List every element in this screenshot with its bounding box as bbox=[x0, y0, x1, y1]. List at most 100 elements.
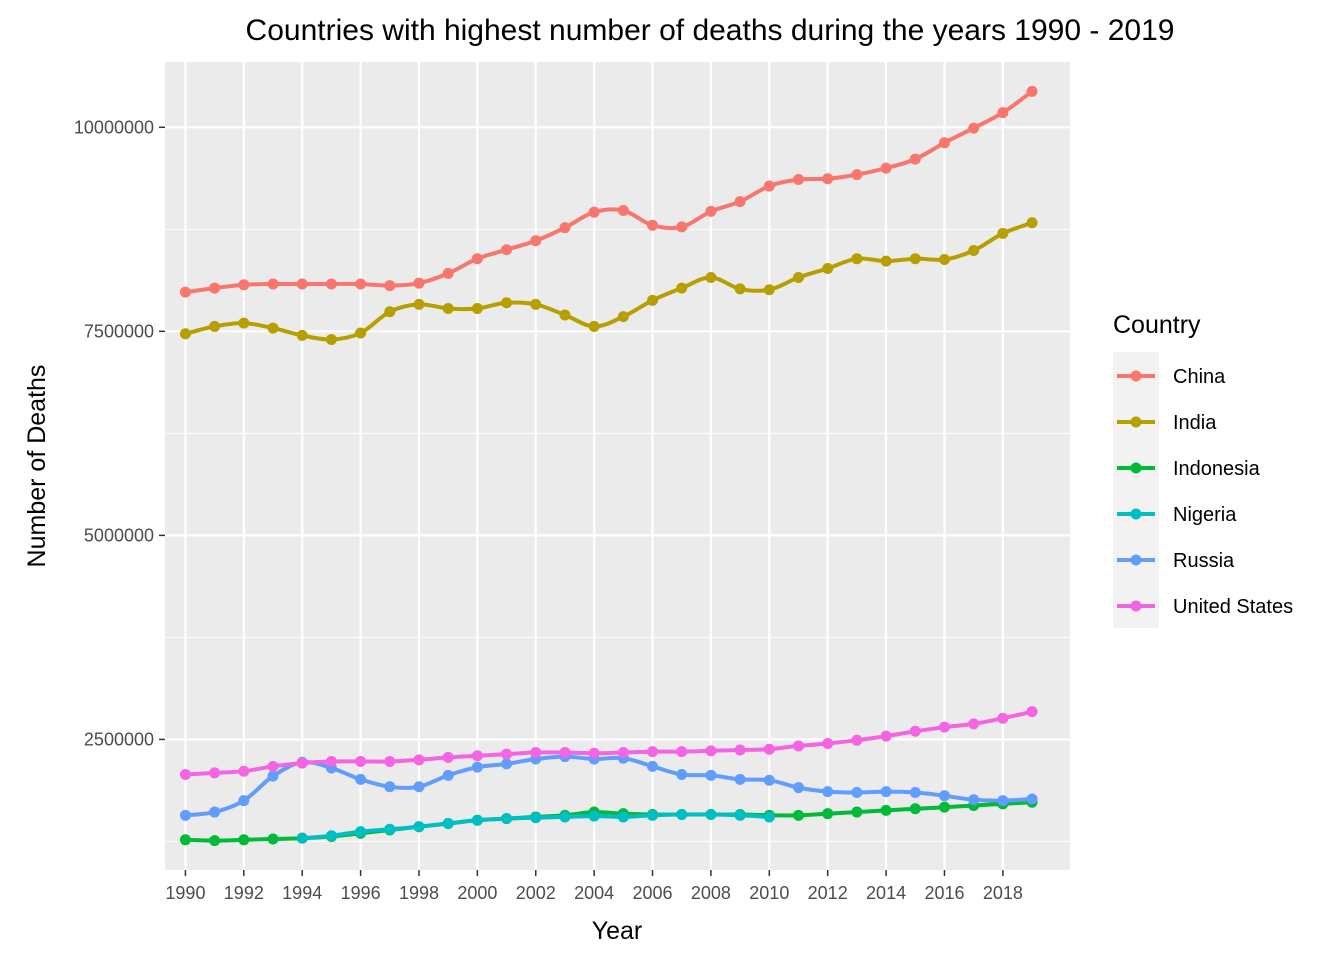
data-point-china bbox=[413, 277, 425, 289]
data-point-russia bbox=[909, 786, 921, 798]
data-point-united-states bbox=[179, 769, 191, 781]
data-point-china bbox=[209, 282, 221, 294]
legend-label: China bbox=[1173, 366, 1226, 388]
data-point-united-states bbox=[471, 750, 483, 762]
y-axis-title: Number of Deaths bbox=[23, 365, 51, 568]
data-point-russia bbox=[938, 790, 950, 802]
data-point-united-states bbox=[325, 755, 337, 767]
data-point-nigeria bbox=[501, 813, 513, 825]
legend-swatch-point bbox=[1130, 508, 1142, 520]
data-point-china bbox=[705, 205, 717, 217]
series-india bbox=[179, 217, 1038, 345]
data-point-china bbox=[763, 180, 775, 192]
data-point-india bbox=[325, 333, 337, 345]
grid-lines bbox=[165, 62, 1070, 870]
legend-items: China India Indonesia Nigeria Russia United S… bbox=[1117, 366, 1293, 618]
data-point-united-states bbox=[267, 760, 279, 772]
data-point-united-states bbox=[734, 744, 746, 756]
x-tick-label: 2006 bbox=[633, 883, 673, 903]
data-point-united-states bbox=[938, 721, 950, 733]
data-point-russia bbox=[267, 770, 279, 782]
data-point-russia bbox=[471, 761, 483, 773]
data-point-china bbox=[471, 253, 483, 265]
data-point-china bbox=[588, 206, 600, 218]
data-point-china bbox=[442, 267, 454, 279]
data-point-china bbox=[617, 205, 629, 217]
data-point-india bbox=[880, 255, 892, 267]
data-point-russia bbox=[647, 760, 659, 772]
data-point-russia bbox=[355, 773, 367, 785]
data-point-china bbox=[355, 278, 367, 290]
data-point-china bbox=[559, 222, 571, 234]
data-point-united-states bbox=[617, 746, 629, 758]
data-point-nigeria bbox=[763, 811, 775, 823]
data-point-united-states bbox=[880, 730, 892, 742]
data-point-nigeria bbox=[705, 809, 717, 821]
data-point-india bbox=[442, 302, 454, 314]
series-russia bbox=[179, 751, 1038, 821]
series-nigeria bbox=[296, 809, 775, 844]
x-tick-label: 2014 bbox=[866, 883, 906, 903]
data-point-china bbox=[938, 137, 950, 149]
data-point-india bbox=[209, 320, 221, 332]
data-point-united-states bbox=[559, 746, 571, 758]
data-point-russia bbox=[968, 794, 980, 806]
data-point-russia bbox=[997, 795, 1009, 807]
data-point-indonesia bbox=[793, 809, 804, 821]
data-point-russia bbox=[793, 782, 804, 794]
data-point-india bbox=[763, 284, 775, 296]
data-point-indonesia bbox=[938, 801, 950, 813]
data-point-united-states bbox=[705, 745, 717, 757]
series-united-states bbox=[179, 706, 1038, 781]
data-point-united-states bbox=[501, 748, 513, 760]
data-point-united-states bbox=[968, 718, 980, 730]
data-point-india bbox=[968, 245, 980, 257]
data-point-united-states bbox=[997, 712, 1009, 724]
data-point-india bbox=[413, 298, 425, 310]
x-tick-label: 2002 bbox=[516, 883, 556, 903]
x-tick-label: 2004 bbox=[574, 883, 614, 903]
data-point-united-states bbox=[588, 747, 600, 759]
legend-item-india: India bbox=[1117, 412, 1217, 434]
chart-title: Countries with highest number of deaths … bbox=[246, 14, 1175, 47]
data-point-russia bbox=[822, 786, 834, 798]
data-point-russia bbox=[676, 769, 688, 781]
data-point-indonesia bbox=[238, 834, 250, 846]
data-point-nigeria bbox=[442, 817, 454, 829]
data-point-united-states bbox=[209, 767, 221, 779]
data-point-united-states bbox=[822, 737, 834, 749]
data-point-india bbox=[355, 327, 367, 339]
data-point-russia bbox=[880, 786, 892, 798]
data-point-china bbox=[647, 219, 659, 231]
data-point-nigeria bbox=[384, 823, 396, 835]
data-point-indonesia bbox=[822, 808, 834, 820]
data-point-india bbox=[938, 254, 950, 266]
data-point-india bbox=[1026, 217, 1038, 229]
data-point-india bbox=[793, 271, 804, 283]
x-tick-label: 2008 bbox=[691, 883, 731, 903]
legend-label: Nigeria bbox=[1173, 504, 1237, 526]
legend-item-nigeria: Nigeria bbox=[1117, 504, 1237, 526]
x-tick-label: 2000 bbox=[457, 883, 497, 903]
data-point-india bbox=[267, 322, 279, 334]
data-point-russia bbox=[179, 809, 191, 821]
data-point-indonesia bbox=[267, 833, 279, 845]
data-point-india bbox=[851, 253, 863, 265]
data-point-china bbox=[909, 153, 921, 165]
x-tick-label: 1996 bbox=[341, 883, 381, 903]
legend-item-indonesia: Indonesia bbox=[1117, 458, 1261, 480]
data-point-nigeria bbox=[588, 810, 600, 822]
data-point-united-states bbox=[851, 734, 863, 746]
data-point-russia bbox=[705, 769, 717, 781]
data-point-china bbox=[793, 174, 804, 186]
data-point-united-states bbox=[676, 746, 688, 758]
data-point-russia bbox=[1026, 793, 1038, 805]
x-axis-title: Year bbox=[592, 917, 643, 945]
data-point-china bbox=[179, 286, 191, 298]
legend-item-russia: Russia bbox=[1117, 550, 1235, 572]
data-point-russia bbox=[384, 781, 396, 793]
data-point-india bbox=[296, 329, 308, 341]
data-point-india bbox=[822, 262, 834, 274]
data-point-nigeria bbox=[355, 826, 367, 838]
